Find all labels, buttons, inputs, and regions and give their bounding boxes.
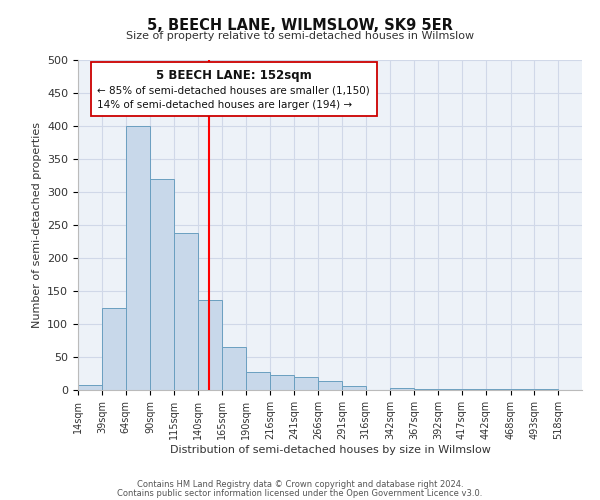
Text: Contains HM Land Registry data © Crown copyright and database right 2024.: Contains HM Land Registry data © Crown c…	[137, 480, 463, 489]
Bar	[391, 388, 415, 390]
Text: 14% of semi-detached houses are larger (194) →: 14% of semi-detached houses are larger (…	[97, 100, 352, 110]
Bar	[151, 179, 174, 390]
FancyBboxPatch shape	[91, 62, 377, 116]
Bar	[198, 300, 222, 390]
Bar	[294, 377, 318, 390]
Bar	[78, 384, 102, 390]
X-axis label: Distribution of semi-detached houses by size in Wilmslow: Distribution of semi-detached houses by …	[170, 444, 490, 454]
Bar	[222, 347, 245, 390]
Text: 5 BEECH LANE: 152sqm: 5 BEECH LANE: 152sqm	[157, 68, 312, 82]
Bar	[174, 233, 198, 390]
Text: Contains public sector information licensed under the Open Government Licence v3: Contains public sector information licen…	[118, 488, 482, 498]
Y-axis label: Number of semi-detached properties: Number of semi-detached properties	[32, 122, 41, 328]
Bar	[271, 375, 294, 390]
Text: Size of property relative to semi-detached houses in Wilmslow: Size of property relative to semi-detach…	[126, 31, 474, 41]
Bar	[342, 386, 366, 390]
Bar	[318, 381, 342, 390]
Text: ← 85% of semi-detached houses are smaller (1,150): ← 85% of semi-detached houses are smalle…	[97, 85, 370, 95]
Bar	[245, 372, 271, 390]
Bar	[102, 308, 125, 390]
Bar	[125, 126, 151, 390]
Text: 5, BEECH LANE, WILMSLOW, SK9 5ER: 5, BEECH LANE, WILMSLOW, SK9 5ER	[147, 18, 453, 32]
